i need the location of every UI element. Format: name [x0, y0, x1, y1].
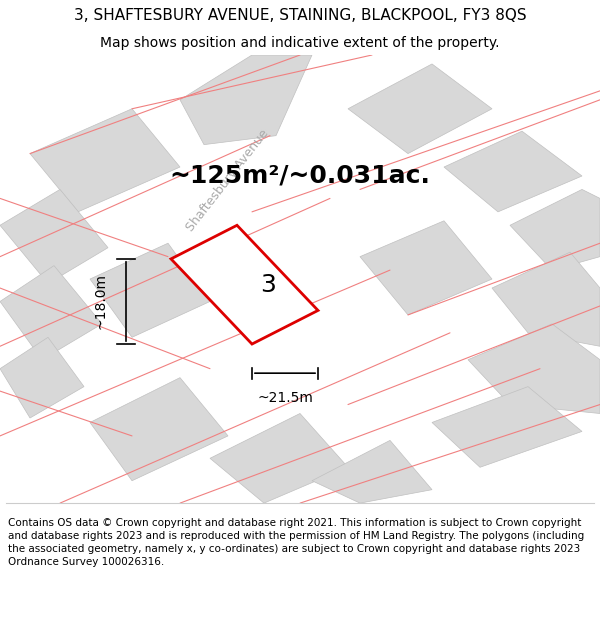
Polygon shape — [210, 414, 348, 503]
Text: Shaftesbury Avenue: Shaftesbury Avenue — [184, 127, 272, 234]
Polygon shape — [168, 55, 432, 503]
Text: 3, SHAFTESBURY AVENUE, STAINING, BLACKPOOL, FY3 8QS: 3, SHAFTESBURY AVENUE, STAINING, BLACKPO… — [74, 8, 526, 23]
Text: Contains OS data © Crown copyright and database right 2021. This information is : Contains OS data © Crown copyright and d… — [8, 518, 584, 568]
Text: Map shows position and indicative extent of the property.: Map shows position and indicative extent… — [100, 36, 500, 50]
Text: 3: 3 — [260, 272, 277, 297]
Text: ~21.5m: ~21.5m — [257, 391, 313, 405]
Polygon shape — [510, 189, 600, 270]
Polygon shape — [171, 225, 318, 344]
Polygon shape — [90, 243, 210, 338]
Polygon shape — [312, 441, 432, 503]
Polygon shape — [90, 378, 228, 481]
Polygon shape — [0, 189, 108, 284]
Polygon shape — [468, 324, 600, 414]
Polygon shape — [444, 131, 582, 212]
Text: ~125m²/~0.031ac.: ~125m²/~0.031ac. — [170, 164, 430, 188]
Polygon shape — [432, 387, 582, 468]
Polygon shape — [0, 338, 84, 418]
Text: ~18.0m: ~18.0m — [94, 274, 108, 329]
Polygon shape — [180, 55, 312, 144]
Polygon shape — [0, 266, 102, 360]
Polygon shape — [348, 64, 492, 154]
Polygon shape — [492, 252, 600, 346]
Polygon shape — [360, 221, 492, 315]
Polygon shape — [30, 109, 180, 212]
